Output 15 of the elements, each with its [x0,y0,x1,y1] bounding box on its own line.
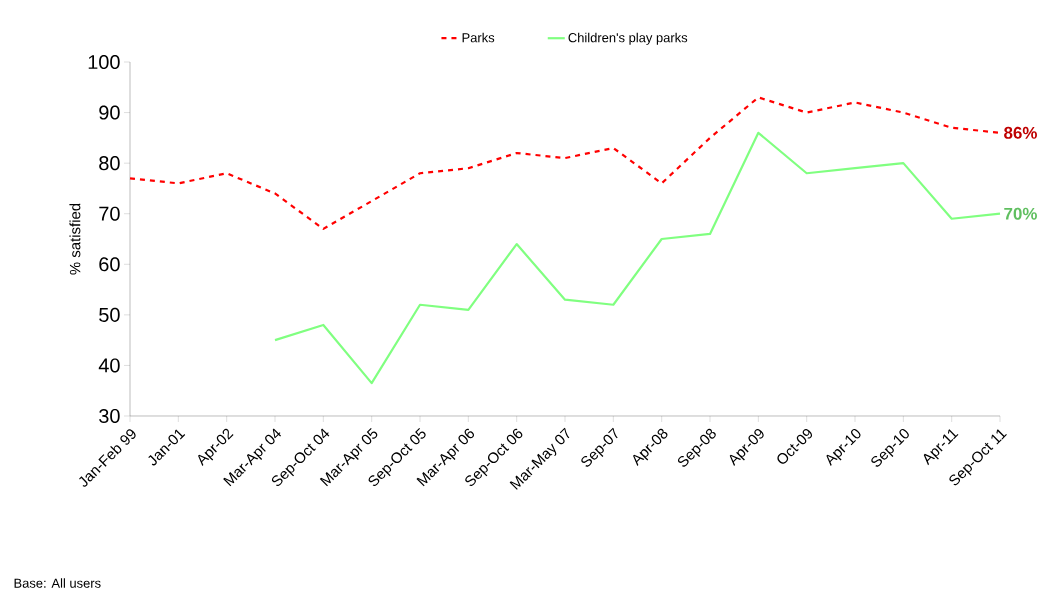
text: Base: All users [14,578,101,588]
data-label: 70% [1004,207,1037,220]
y-tick-label: 40 [98,358,120,373]
data-label: 86% [1004,126,1037,139]
y-axis-title: % satisfied [69,203,81,275]
y-tick-label: 80 [99,156,120,171]
y-tick-label: 50 [99,307,120,322]
y-tick-label: 60 [99,257,120,272]
line-series [273,131,1002,385]
y-tick-label: 90 [99,105,120,120]
y-tick-label: 100 [88,54,120,70]
y-tick-label: 30 [99,408,120,424]
legend-label: Parks [462,32,495,43]
y-tick-label: 70 [99,206,120,221]
legend-label: Children's play parks [568,32,688,45]
